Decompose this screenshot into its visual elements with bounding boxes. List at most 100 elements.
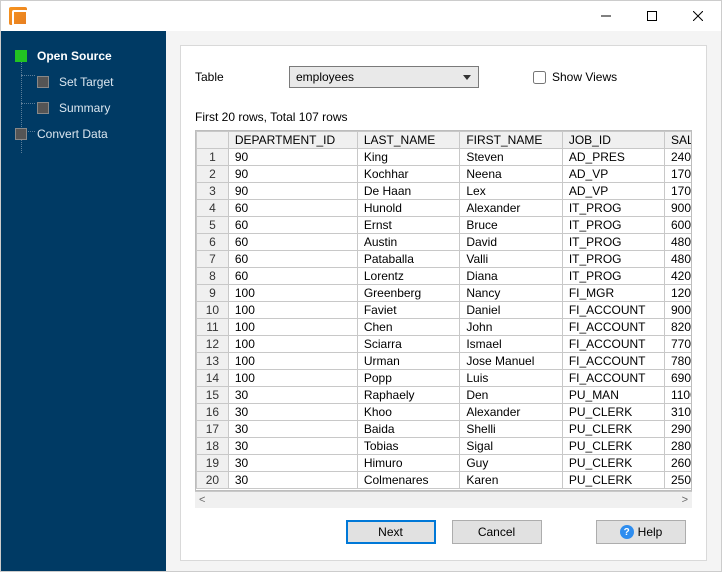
grid-scroll[interactable]: DEPARTMENT_IDLAST_NAMEFIRST_NAMEJOB_IDSA…	[196, 131, 691, 490]
cell[interactable]: Baida	[357, 421, 460, 438]
cell[interactable]: Hunold	[357, 200, 460, 217]
cell[interactable]: 30	[228, 387, 357, 404]
cell[interactable]: 11000	[664, 387, 691, 404]
cell[interactable]: Karen	[460, 472, 563, 489]
table-row[interactable]: 860LorentzDianaIT_PROG4200DLORENTZ	[197, 268, 692, 285]
cell[interactable]: FI_ACCOUNT	[562, 302, 664, 319]
cell[interactable]: Ismael	[460, 336, 563, 353]
step-set-target[interactable]: Set Target	[1, 69, 166, 95]
show-views-checkbox[interactable]: Show Views	[533, 70, 617, 84]
table-row[interactable]: 10100FavietDanielFI_ACCOUNT9000DFAVIET	[197, 302, 692, 319]
table-row[interactable]: 1930HimuroGuyPU_CLERK2600GHIMURO	[197, 455, 692, 472]
column-header[interactable]: JOB_ID	[562, 132, 664, 149]
cell[interactable]: 100	[228, 353, 357, 370]
table-row[interactable]: 1530RaphaelyDenPU_MAN11000DRAPHEAL	[197, 387, 692, 404]
cell[interactable]: 4200	[664, 268, 691, 285]
cell[interactable]: 8200	[664, 319, 691, 336]
cell[interactable]: Himuro	[357, 455, 460, 472]
table-row[interactable]: 12100SciarraIsmaelFI_ACCOUNT7700ISCIARRA	[197, 336, 692, 353]
cell[interactable]: 30	[228, 404, 357, 421]
close-button[interactable]	[675, 1, 721, 31]
table-row[interactable]: 1830TobiasSigalPU_CLERK2800STOBIAS	[197, 438, 692, 455]
cell[interactable]: FI_ACCOUNT	[562, 353, 664, 370]
cell[interactable]: 100	[228, 370, 357, 387]
cell[interactable]: 7800	[664, 353, 691, 370]
cell[interactable]: 3100	[664, 404, 691, 421]
cell[interactable]: Nancy	[460, 285, 563, 302]
cell[interactable]: FI_MGR	[562, 285, 664, 302]
cell[interactable]: Diana	[460, 268, 563, 285]
cell[interactable]: 2600	[664, 455, 691, 472]
table-row[interactable]: 9100GreenbergNancyFI_MGR12000NGREENBE	[197, 285, 692, 302]
column-header[interactable]: DEPARTMENT_ID	[228, 132, 357, 149]
step-convert-data[interactable]: Convert Data	[1, 121, 166, 147]
cell[interactable]: De Haan	[357, 183, 460, 200]
cell[interactable]: 30	[228, 472, 357, 489]
cell[interactable]: PU_CLERK	[562, 472, 664, 489]
help-button[interactable]: ? Help	[596, 520, 686, 544]
cell[interactable]: Sigal	[460, 438, 563, 455]
cell[interactable]: 9000	[664, 302, 691, 319]
column-header[interactable]: LAST_NAME	[357, 132, 460, 149]
cell[interactable]: 100	[228, 302, 357, 319]
cell[interactable]: Ernst	[357, 217, 460, 234]
show-views-input[interactable]	[533, 71, 546, 84]
cell[interactable]: Steven	[460, 149, 563, 166]
cell[interactable]: 100	[228, 319, 357, 336]
scroll-right-icon[interactable]: >	[682, 494, 688, 506]
cell[interactable]: PU_CLERK	[562, 421, 664, 438]
cell[interactable]: 60	[228, 268, 357, 285]
cell[interactable]: Valli	[460, 251, 563, 268]
cell[interactable]: PU_CLERK	[562, 438, 664, 455]
table-row[interactable]: 190KingStevenAD_PRES24000SKING	[197, 149, 692, 166]
cell[interactable]: PU_CLERK	[562, 455, 664, 472]
table-row[interactable]: 560ErnstBruceIT_PROG6000BERNST	[197, 217, 692, 234]
cell[interactable]: Kochhar	[357, 166, 460, 183]
table-dropdown[interactable]: employees	[289, 66, 479, 88]
table-row[interactable]: 660AustinDavidIT_PROG4800DAUSTIN	[197, 234, 692, 251]
cell[interactable]: Faviet	[357, 302, 460, 319]
cell[interactable]: 100	[228, 336, 357, 353]
cell[interactable]: Jose Manuel	[460, 353, 563, 370]
cancel-button[interactable]: Cancel	[452, 520, 542, 544]
cell[interactable]: 100	[228, 285, 357, 302]
step-open-source[interactable]: Open Source	[1, 43, 166, 69]
cell[interactable]: Tobias	[357, 438, 460, 455]
cell[interactable]: Khoo	[357, 404, 460, 421]
cell[interactable]: Guy	[460, 455, 563, 472]
cell[interactable]: John	[460, 319, 563, 336]
cell[interactable]: 60	[228, 251, 357, 268]
cell[interactable]: IT_PROG	[562, 251, 664, 268]
scroll-left-icon[interactable]: <	[199, 494, 205, 506]
cell[interactable]: 17000	[664, 183, 691, 200]
cell[interactable]: 2500	[664, 472, 691, 489]
cell[interactable]: 4800	[664, 251, 691, 268]
cell[interactable]: 9000	[664, 200, 691, 217]
cell[interactable]: Greenberg	[357, 285, 460, 302]
table-row[interactable]: 1630KhooAlexanderPU_CLERK3100AKHOO	[197, 404, 692, 421]
cell[interactable]: King	[357, 149, 460, 166]
cell[interactable]: Alexander	[460, 404, 563, 421]
cell[interactable]: AD_PRES	[562, 149, 664, 166]
cell[interactable]: PU_CLERK	[562, 404, 664, 421]
cell[interactable]: 6000	[664, 217, 691, 234]
step-summary[interactable]: Summary	[1, 95, 166, 121]
horizontal-scrollbar[interactable]: < >	[195, 491, 692, 508]
table-row[interactable]: 13100UrmanJose ManuelFI_ACCOUNT7800JMURM…	[197, 353, 692, 370]
cell[interactable]: IT_PROG	[562, 234, 664, 251]
cell[interactable]: FI_ACCOUNT	[562, 319, 664, 336]
table-row[interactable]: 14100PoppLuisFI_ACCOUNT6900LPOPP	[197, 370, 692, 387]
next-button[interactable]: Next	[346, 520, 436, 544]
cell[interactable]: 2800	[664, 438, 691, 455]
cell[interactable]: Alexander	[460, 200, 563, 217]
cell[interactable]: PU_MAN	[562, 387, 664, 404]
cell[interactable]: Lex	[460, 183, 563, 200]
table-select[interactable]: employees	[289, 66, 479, 88]
table-row[interactable]: 760PataballaValliIT_PROG4800VPATABAL	[197, 251, 692, 268]
cell[interactable]: 2900	[664, 421, 691, 438]
table-row[interactable]: 460HunoldAlexanderIT_PROG9000AHUNOLD	[197, 200, 692, 217]
cell[interactable]: 17000	[664, 166, 691, 183]
cell[interactable]: Luis	[460, 370, 563, 387]
cell[interactable]: 60	[228, 200, 357, 217]
maximize-button[interactable]	[629, 1, 675, 31]
